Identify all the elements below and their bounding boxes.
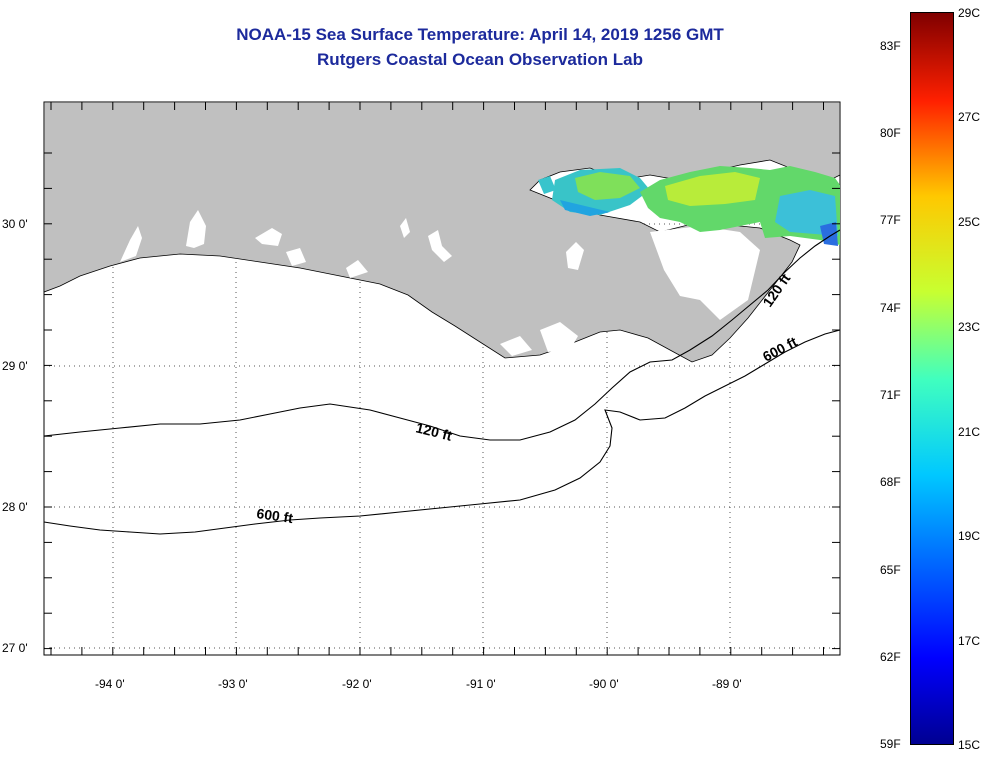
contour-label-600ft-west: 600 ft bbox=[256, 505, 295, 526]
temperature-colorbar bbox=[910, 12, 954, 745]
lon-label-89: -89 0' bbox=[712, 677, 742, 691]
colorbar-c-29: 29C bbox=[958, 6, 981, 20]
colorbar-f-83: 83F bbox=[880, 39, 901, 53]
axis-ticks bbox=[44, 102, 840, 655]
colorbar-f-59: 59F bbox=[880, 737, 901, 751]
colorbar-f-65: 65F bbox=[880, 563, 901, 577]
graticule bbox=[44, 102, 840, 655]
colorbar-c-19: 19C bbox=[958, 529, 981, 543]
isobath-120ft bbox=[43, 229, 841, 441]
colorbar-f-77: 77F bbox=[880, 213, 901, 227]
colorbar-c-25: 25C bbox=[958, 215, 981, 229]
lat-label-28: 28 0' bbox=[2, 500, 28, 514]
isobath-600ft bbox=[43, 329, 841, 535]
colorbar-f-68: 68F bbox=[880, 475, 901, 489]
colorbar-c-23: 23C bbox=[958, 320, 981, 334]
lon-label-91: -91 0' bbox=[466, 677, 496, 691]
lat-label-27: 27 0' bbox=[2, 641, 28, 655]
map-subtitle: Rutgers Coastal Ocean Observation Lab bbox=[317, 50, 643, 69]
lon-label-90: -90 0' bbox=[589, 677, 619, 691]
colorbar-c-21: 21C bbox=[958, 425, 981, 439]
lon-label-92: -92 0' bbox=[342, 677, 372, 691]
map-title: NOAA-15 Sea Surface Temperature: April 1… bbox=[236, 25, 724, 44]
lat-label-29: 29 0' bbox=[2, 359, 28, 373]
colorbar-f-71: 71F bbox=[880, 388, 901, 402]
colorbar-f-80: 80F bbox=[880, 126, 901, 140]
colorbar-f-62: 62F bbox=[880, 650, 901, 664]
colorbar-c-27: 27C bbox=[958, 110, 981, 124]
land-mass bbox=[43, 101, 841, 363]
inland-water bbox=[120, 210, 760, 356]
lat-label-30: 30 0' bbox=[2, 217, 28, 231]
lon-label-94: -94 0' bbox=[95, 677, 125, 691]
colorbar-f-74: 74F bbox=[880, 301, 901, 315]
sst-data-patches bbox=[538, 166, 840, 246]
lon-label-93: -93 0' bbox=[218, 677, 248, 691]
colorbar-c-17: 17C bbox=[958, 634, 981, 648]
colorbar-c-15: 15C bbox=[958, 738, 981, 752]
